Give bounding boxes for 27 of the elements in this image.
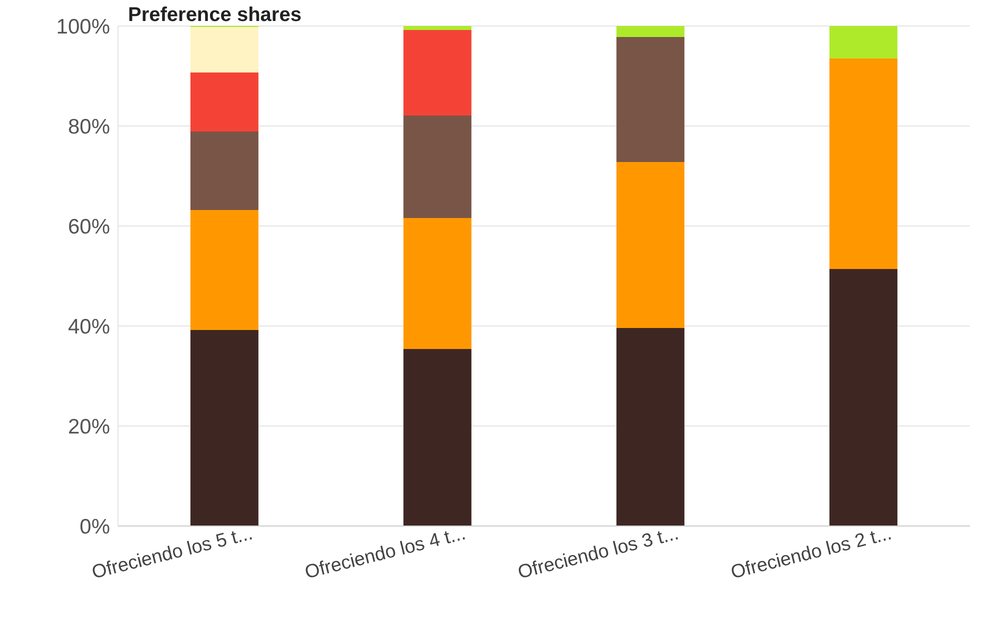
x-tick-label: Ofreciendo los 4 t... (302, 523, 468, 584)
bar (403, 26, 472, 30)
bar (190, 132, 258, 210)
chart-title: Preference shares (128, 4, 302, 27)
bar (403, 349, 472, 526)
y-tick-label: 80% (68, 115, 110, 138)
bar (616, 328, 684, 526)
bar (190, 27, 258, 72)
bar (403, 30, 472, 116)
bar (403, 218, 472, 349)
bar (616, 162, 684, 328)
y-tick-label: 40% (68, 315, 110, 338)
bar (616, 37, 684, 162)
bar (403, 116, 472, 218)
y-tick-label: 60% (68, 215, 110, 238)
x-tick-label: Ofreciendo los 2 t... (728, 523, 894, 584)
bar (190, 210, 258, 330)
bar (190, 330, 258, 526)
y-tick-label: 0% (80, 515, 110, 538)
bar (190, 72, 258, 132)
bar (829, 26, 898, 58)
y-tick-label: 20% (68, 415, 110, 438)
bar (616, 26, 684, 37)
y-tick-label: 100% (56, 15, 110, 38)
bar (829, 269, 898, 526)
x-tick-label: Ofreciendo los 3 t... (516, 523, 681, 584)
bar (829, 58, 898, 269)
